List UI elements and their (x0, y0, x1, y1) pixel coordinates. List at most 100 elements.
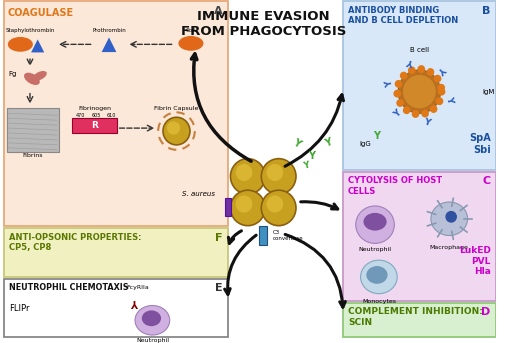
Ellipse shape (364, 213, 387, 230)
Polygon shape (31, 39, 44, 52)
FancyBboxPatch shape (343, 173, 496, 300)
FancyBboxPatch shape (228, 1, 342, 337)
Circle shape (230, 190, 265, 226)
Circle shape (236, 196, 252, 213)
Ellipse shape (437, 84, 445, 92)
Text: Y: Y (373, 131, 380, 141)
Ellipse shape (408, 67, 416, 74)
Ellipse shape (403, 75, 436, 108)
Text: 610: 610 (106, 113, 116, 118)
Text: B: B (482, 6, 490, 16)
Text: Y: Y (291, 137, 303, 149)
Ellipse shape (436, 97, 443, 105)
Text: Fibrins: Fibrins (23, 153, 43, 158)
Ellipse shape (135, 306, 170, 335)
FancyBboxPatch shape (343, 303, 496, 337)
FancyBboxPatch shape (260, 226, 267, 245)
Text: S. aureus: S. aureus (182, 191, 215, 197)
Text: Y: Y (392, 108, 403, 119)
Ellipse shape (393, 90, 401, 97)
Ellipse shape (417, 65, 425, 73)
Text: Y: Y (303, 161, 311, 171)
Text: Fibrin Capsule: Fibrin Capsule (154, 106, 199, 111)
Text: Y: Y (385, 79, 395, 88)
Text: Y: Y (324, 137, 334, 149)
Text: SpA
Sbi: SpA Sbi (469, 133, 490, 155)
Ellipse shape (360, 260, 397, 294)
Ellipse shape (367, 266, 388, 284)
Text: A: A (214, 6, 223, 16)
Ellipse shape (356, 206, 394, 244)
Circle shape (230, 159, 265, 194)
Text: LukED
PVL
Hla: LukED PVL Hla (459, 246, 490, 276)
Ellipse shape (395, 80, 402, 88)
Ellipse shape (412, 110, 419, 118)
Text: Y: Y (423, 117, 432, 127)
Text: CoA: CoA (185, 27, 197, 33)
Ellipse shape (24, 73, 40, 85)
Circle shape (236, 164, 252, 181)
Text: NEUTROPHIL CHEMOTAXIS: NEUTROPHIL CHEMOTAXIS (9, 283, 129, 292)
Text: IMMUNE EVASION
FROM PHAGOCYTOSIS: IMMUNE EVASION FROM PHAGOCYTOSIS (181, 10, 346, 38)
Text: B cell: B cell (410, 47, 429, 53)
Text: IgG: IgG (359, 141, 371, 147)
FancyBboxPatch shape (72, 118, 117, 133)
FancyBboxPatch shape (7, 108, 59, 152)
Text: C3
convertase: C3 convertase (273, 230, 304, 241)
Circle shape (267, 196, 283, 213)
Ellipse shape (142, 310, 161, 326)
Circle shape (261, 190, 296, 226)
Circle shape (167, 121, 180, 135)
Ellipse shape (8, 37, 33, 52)
Ellipse shape (431, 202, 467, 236)
FancyBboxPatch shape (343, 1, 496, 170)
Text: Prothrombin: Prothrombin (92, 27, 126, 33)
Text: Neutrophil: Neutrophil (358, 247, 392, 252)
Text: Y: Y (444, 96, 454, 104)
Ellipse shape (396, 99, 404, 107)
Ellipse shape (438, 88, 445, 96)
Text: E: E (215, 283, 223, 293)
Circle shape (163, 117, 190, 145)
FancyBboxPatch shape (4, 228, 227, 277)
FancyBboxPatch shape (4, 279, 227, 337)
Text: Macrophage: Macrophage (430, 245, 468, 250)
Circle shape (261, 159, 296, 194)
FancyBboxPatch shape (4, 1, 227, 226)
FancyBboxPatch shape (225, 198, 231, 216)
Text: FcyRIIa: FcyRIIa (126, 285, 150, 290)
Text: ANTI-OPSONIC PROPERTIES:
CP5, CP8: ANTI-OPSONIC PROPERTIES: CP5, CP8 (9, 233, 141, 252)
Text: Y: Y (436, 64, 446, 75)
Text: Y: Y (133, 297, 139, 307)
Ellipse shape (400, 72, 408, 80)
Text: F: F (215, 233, 223, 243)
Text: Y: Y (308, 151, 315, 161)
Text: ANTIBODY BINDING
AND B CELL DEPLETION: ANTIBODY BINDING AND B CELL DEPLETION (348, 6, 458, 25)
Text: C: C (483, 176, 490, 186)
Text: CYTOLYSIS OF HOST
CELLS: CYTOLYSIS OF HOST CELLS (348, 176, 442, 196)
Ellipse shape (430, 105, 437, 113)
Text: 470: 470 (75, 113, 85, 118)
Text: Staphylothrombin: Staphylothrombin (5, 27, 55, 33)
Text: COAGULASE: COAGULASE (8, 8, 74, 18)
Circle shape (267, 164, 283, 181)
Text: COMPLEMENT INHIBITION:
SCIN: COMPLEMENT INHIBITION: SCIN (348, 307, 483, 327)
Ellipse shape (32, 71, 47, 81)
Ellipse shape (426, 68, 434, 76)
Ellipse shape (445, 211, 457, 223)
Text: Monocytes: Monocytes (362, 299, 396, 304)
Ellipse shape (403, 106, 411, 114)
Ellipse shape (178, 36, 203, 51)
Text: Neutrophil: Neutrophil (136, 338, 169, 343)
Text: Fg: Fg (9, 71, 17, 77)
Ellipse shape (434, 75, 441, 83)
Text: D: D (481, 307, 490, 318)
Polygon shape (102, 37, 116, 52)
Text: Fibrinogen: Fibrinogen (78, 106, 111, 111)
Text: FLIPr: FLIPr (9, 305, 29, 314)
Text: IgM: IgM (482, 88, 495, 95)
Ellipse shape (421, 110, 429, 118)
Text: 605: 605 (92, 113, 101, 118)
Ellipse shape (398, 70, 440, 113)
Text: Y: Y (407, 56, 416, 66)
